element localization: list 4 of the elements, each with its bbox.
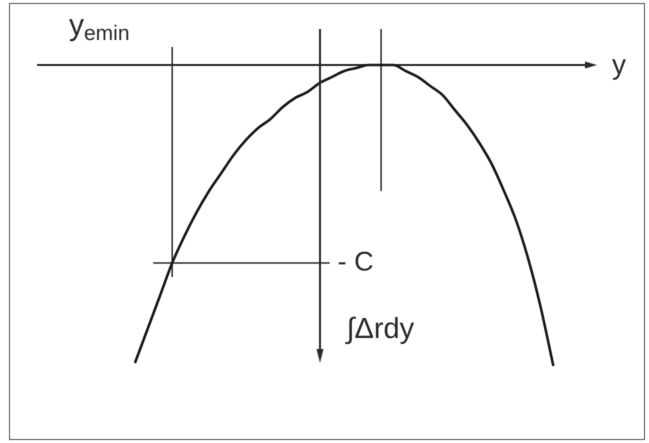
text: y$_{emin}$ [69,9,130,45]
ref-line-label: - C [338,246,374,276]
x-axis-title: y [612,49,626,80]
y-axis-title: ∫Δrdy [344,313,415,345]
